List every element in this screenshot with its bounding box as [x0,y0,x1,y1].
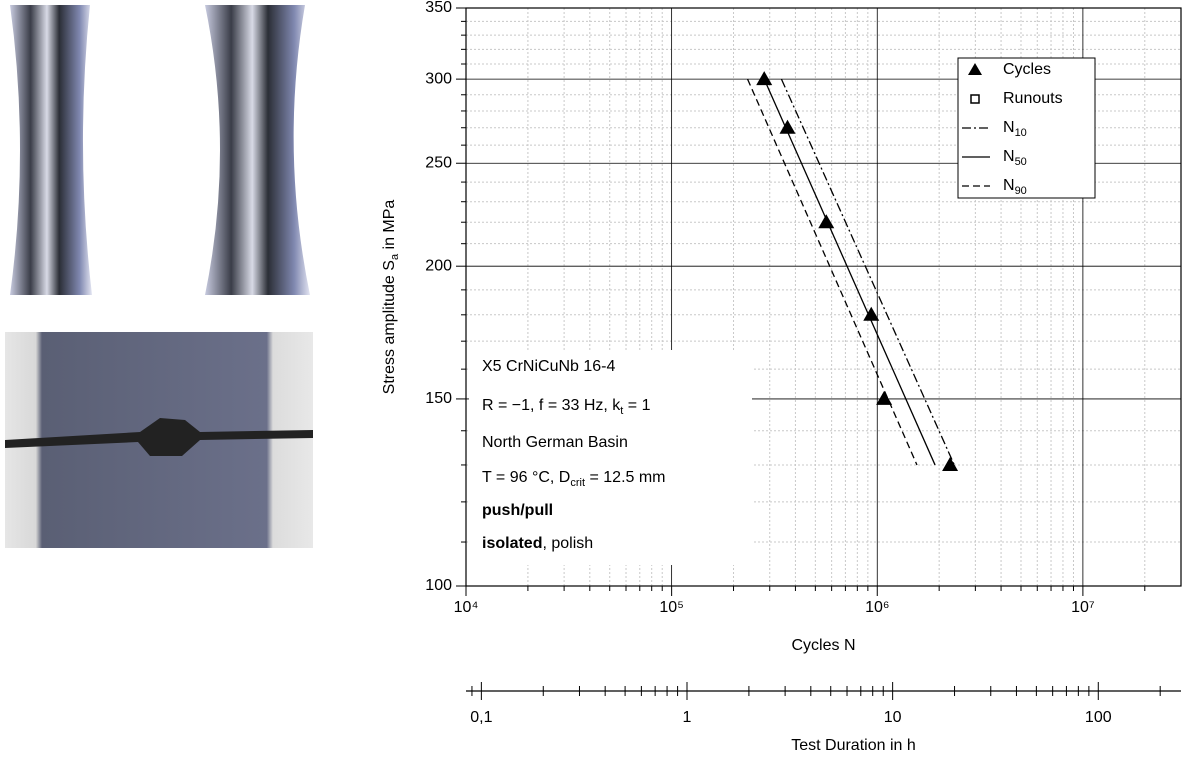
data-point [756,71,773,86]
text-part: 10 [1015,127,1027,139]
text-part: North German Basin [482,434,628,451]
annotation-box [469,350,752,565]
y-tick-label: 300 [425,70,452,87]
legend-label: N10 [1003,119,1027,139]
text-part: N [1003,148,1015,165]
text-part: , polish [542,535,593,552]
x-tick-label: 10⁵ [659,599,683,616]
x-tick-label: 10⁶ [865,599,889,616]
y-axis-title: Stress amplitude Sa in MPa [381,200,401,395]
data-point [942,456,959,471]
data-point [876,390,893,405]
x-axis-title: Cycles N [791,637,855,654]
legend-label: Cycles [1003,61,1051,78]
x2-tick-label: 100 [1085,709,1112,726]
annotation: push/pull [482,502,553,519]
legend-marker [970,94,980,104]
fit-line [780,78,955,466]
legend-label: N90 [1003,177,1027,197]
x2-tick-label: 1 [683,709,692,726]
y-tick-label: 150 [425,390,452,407]
text-part: N [1003,177,1015,194]
text-part: crit [570,477,585,489]
text-part: R = −1, f = 33 Hz, k [482,397,621,414]
specimen-photo [205,5,310,295]
x-tick-label: 10⁷ [1071,599,1095,616]
data-point [863,306,880,321]
fit-line [746,78,918,466]
text-part: Runouts [1003,90,1063,107]
text-part: 50 [1015,156,1027,168]
text-part: a [389,253,401,260]
annotation: isolated, polish [482,535,593,552]
y-tick-label: 250 [425,154,452,171]
text-part: t [620,405,623,417]
text-part: push/pull [482,502,553,519]
y-tick-label: 200 [425,257,452,274]
x2-tick-label: 0,1 [470,709,492,726]
annotation: R = −1, f = 33 Hz, kt = 1 [482,397,651,417]
text-part: 90 [1015,185,1027,197]
legend-label: Runouts [1003,90,1063,107]
photos [5,5,313,548]
text-part: Cycles [1003,61,1051,78]
text-part: N [1003,119,1015,136]
text-part: = 12.5 mm [585,469,665,486]
annotation: T = 96 °C, Dcrit = 12.5 mm [482,469,666,489]
crack [5,418,313,456]
annotation: X5 CrNiCuNb 16-4 [482,358,615,375]
annotation: North German Basin [482,434,628,451]
text-part: T = 96 °C, D [482,469,570,486]
specimen-photo [10,5,92,295]
x2-axis-title: Test Duration in h [791,737,916,754]
text-part: = 1 [623,397,650,414]
x2-tick-label: 10 [884,709,902,726]
text-part: in MPa [381,200,398,254]
data-point [779,119,796,134]
data-point [818,214,835,229]
legend-marker [968,63,982,75]
y-tick-label: 350 [425,0,452,16]
text-part: isolated [482,535,542,552]
y-tick-label: 100 [425,577,452,594]
legend-label: N50 [1003,148,1027,168]
fit-line [763,78,936,466]
x-tick-label: 10⁴ [454,599,479,616]
text-part: Stress amplitude S [381,260,398,394]
plot-frame [465,7,1182,587]
text-part: X5 CrNiCuNb 16-4 [482,358,615,375]
